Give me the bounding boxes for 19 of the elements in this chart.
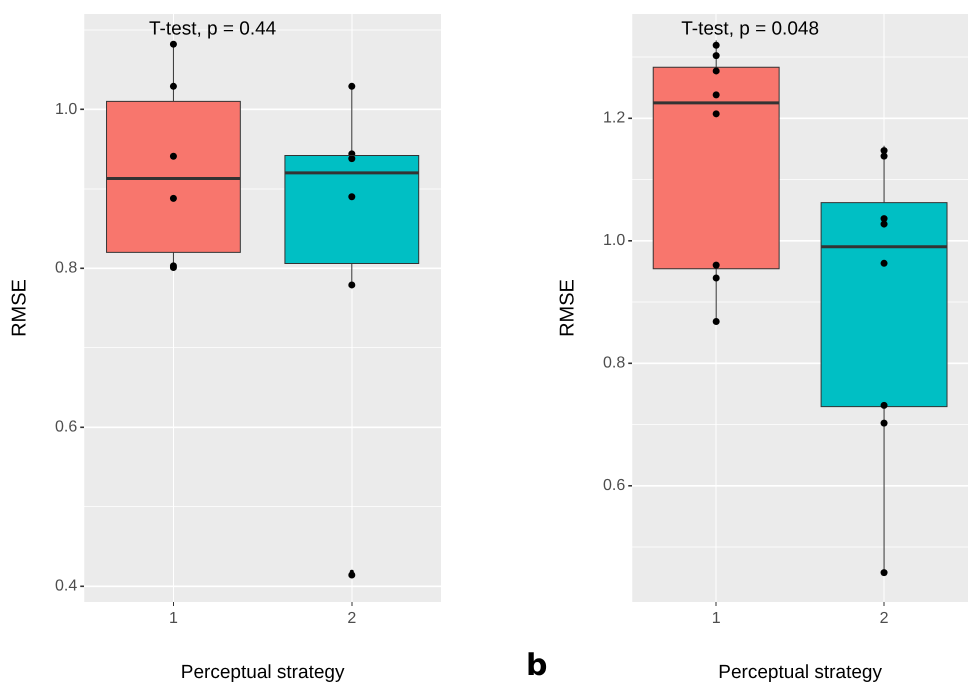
y-axis-title: RMSE xyxy=(8,279,31,337)
x-axis-title: Perceptual strategy xyxy=(718,662,882,683)
x-tick-label: 1 xyxy=(168,610,178,628)
y-tick-label: 1.0 xyxy=(54,100,78,118)
x-tick-label: 2 xyxy=(347,610,356,628)
y-tick-label: 0.8 xyxy=(602,354,626,372)
y-tick-label: 0.4 xyxy=(54,578,78,595)
y-tick-label: 1.2 xyxy=(602,110,626,127)
y-tick-label: 1.0 xyxy=(602,232,626,250)
annotation: T-test, p = 0.048 xyxy=(681,18,820,40)
y-axis-title: RMSE xyxy=(556,279,579,337)
x-tick-label: 2 xyxy=(880,610,889,628)
annotation: T-test, p = 0.44 xyxy=(148,18,277,40)
y-tick-label: 0.6 xyxy=(602,477,626,494)
x-axis-title: Perceptual strategy xyxy=(180,662,345,683)
x-tick-label: 1 xyxy=(712,610,721,628)
y-tick-label: 0.8 xyxy=(54,260,78,277)
y-tick-label: 0.6 xyxy=(54,418,78,436)
text: b xyxy=(526,648,548,683)
